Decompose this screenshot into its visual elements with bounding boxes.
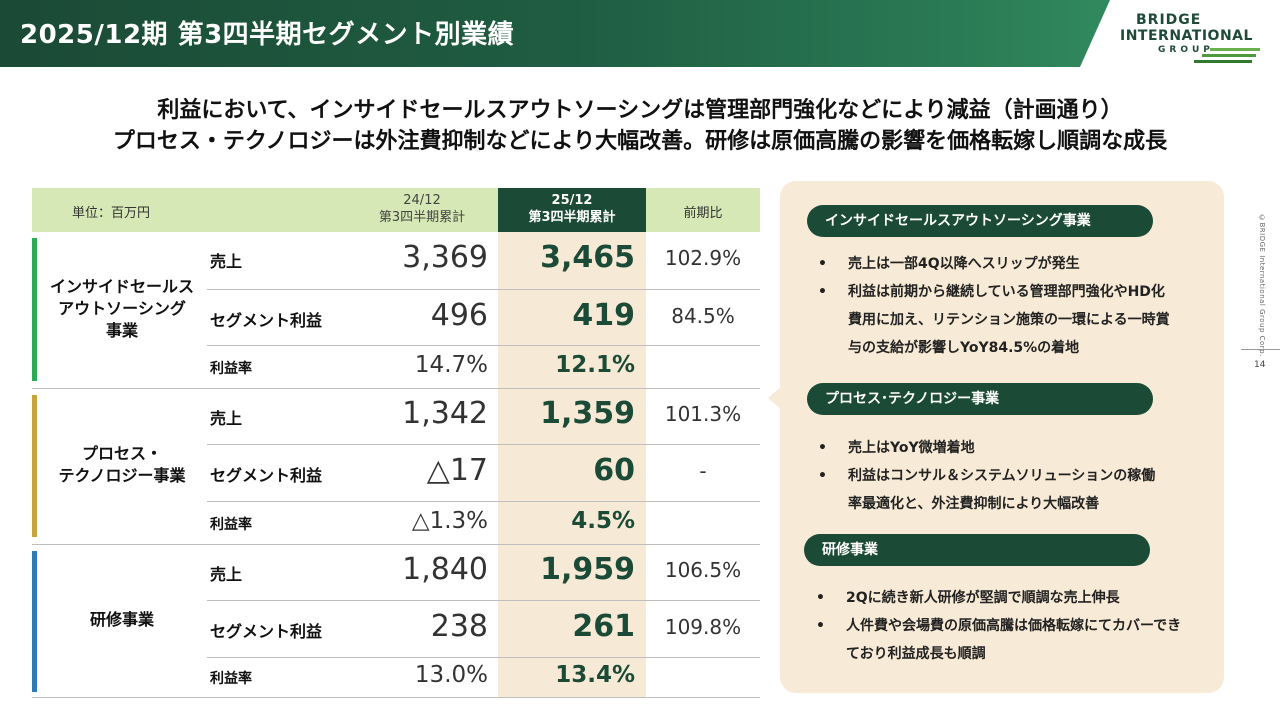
list-item: • 売上は一部4Q以降へスリップが発生: [818, 250, 1218, 278]
prev-value: 14.7%: [414, 352, 488, 378]
prev-value: 238: [430, 609, 488, 644]
row-divider: [207, 444, 760, 445]
header-current-period: 25/12 第3四半期累計: [498, 188, 646, 232]
current-value: 13.4%: [555, 662, 635, 688]
page-number: 14: [1254, 360, 1266, 370]
prev-value: 1,342: [402, 396, 488, 431]
segment-name: プロセス・ テクノロジー事業: [58, 444, 186, 485]
table-row: 売上 3,369 3,465 102.9%: [207, 232, 760, 289]
segment-color-bar: [32, 551, 37, 692]
table-bottom-border: [32, 697, 760, 698]
header-prev-period: 24/12 第3四半期累計: [378, 193, 466, 225]
segment-divider: [32, 544, 760, 545]
list-item: • 2Qに続き新人研修が堅調で順調な売上伸長: [816, 584, 1216, 612]
current-value: 261: [572, 609, 635, 644]
segment-inside-sales: インサイドセールス アウトソーシング 事業 売上 3,369 3,465 102…: [32, 232, 760, 388]
list-item: • 利益はコンサル＆システムソリューションの稼働 率最適化と、外注費抑制により大…: [818, 462, 1218, 518]
headline-line-1: 利益において、インサイドセールスアウトソーシングは管理部門強化などにより減益（計…: [157, 98, 1123, 123]
segment-color-bar: [32, 238, 37, 381]
table-row: 利益率 13.0% 13.4%: [207, 658, 760, 698]
row-divider: [207, 289, 760, 290]
logo-text-international: INTERNATIONAL: [1120, 28, 1253, 44]
bullet-dot: •: [818, 440, 827, 456]
segment-results-table: 単位：百万円 24/12 第3四半期累計 前期比 25/12 第3四半期累計 イ…: [32, 188, 760, 698]
table-header: 単位：百万円 24/12 第3四半期累計 前期比: [32, 188, 760, 232]
row-label: 利益率: [210, 517, 252, 533]
logo-text-bridge: BRIDGE: [1136, 12, 1202, 28]
yoy-value: 101.3%: [664, 402, 742, 426]
list-item: • 利益は前期から継続している管理部門強化やHD化 費用に加え、リテンション施策…: [818, 278, 1218, 362]
row-divider: [207, 501, 760, 502]
segment-process-technology: プロセス・ テクノロジー事業 売上 1,342 1,359 101.3% セグメ…: [32, 389, 760, 544]
row-label: 利益率: [210, 361, 252, 377]
prev-value: 3,369: [402, 240, 488, 275]
prev-value: 496: [430, 298, 488, 333]
bullet-dot: •: [816, 590, 825, 606]
row-label: セグメント利益: [210, 622, 323, 641]
yoy-value: 84.5%: [671, 304, 735, 328]
unit-label: 単位：百万円: [72, 206, 151, 221]
panel-pointer: [768, 386, 782, 410]
table-row: 売上 1,342 1,359 101.3%: [207, 389, 760, 444]
row-label: セグメント利益: [210, 311, 323, 330]
row-divider: [207, 345, 760, 346]
row-label: 売上: [210, 252, 243, 271]
commentary-panel: インサイドセールスアウトソーシング事業 • 売上は一部4Q以降へスリップが発生 …: [780, 181, 1224, 693]
section-title-process-technology: プロセス･テクノロジー事業: [807, 383, 1153, 415]
row-divider: [207, 600, 760, 601]
bullet-dot: •: [816, 618, 825, 634]
row-label: 売上: [210, 565, 243, 584]
segment-color-bar: [32, 395, 37, 537]
prev-value: 13.0%: [414, 662, 488, 688]
header-yoy: 前期比: [683, 206, 723, 221]
current-value: 12.1%: [555, 352, 635, 378]
segment-divider: [32, 388, 760, 389]
segment-training: 研修事業 売上 1,840 1,959 106.5% セグメント利益 238 2…: [32, 545, 760, 698]
row-divider: [207, 657, 760, 658]
row-label: 利益率: [210, 671, 252, 687]
bullet-dot: •: [818, 468, 827, 484]
yoy-value: 102.9%: [664, 246, 742, 270]
current-value: 3,465: [540, 240, 635, 275]
prev-value: △1.3%: [411, 508, 488, 534]
page-number-divider: [1241, 349, 1280, 350]
header-bar: 2025/12期 第3四半期セグメント別業績: [0, 0, 1280, 67]
table-row: セグメント利益 △17 60 -: [207, 445, 760, 501]
current-value: 1,959: [540, 552, 635, 587]
table-row: セグメント利益 238 261 109.8%: [207, 601, 760, 657]
logo-text-group: GROUP: [1158, 45, 1214, 55]
table-row: セグメント利益 496 419 84.5%: [207, 290, 760, 345]
segment-name: 研修事業: [89, 610, 154, 629]
bullet-dot: •: [818, 284, 827, 300]
current-period-column-highlight: [498, 232, 646, 698]
yoy-value: 106.5%: [664, 558, 742, 582]
section-title-inside-sales: インサイドセールスアウトソーシング事業: [807, 205, 1153, 237]
bullet-dot: •: [818, 256, 827, 272]
table-row: 利益率 △1.3% 4.5%: [207, 502, 760, 544]
logo-stripes-icon: [1194, 48, 1260, 63]
headline-line-2: プロセス・テクノロジーは外注費抑制などにより大幅改善。研修は原価高騰の影響を価格…: [112, 129, 1168, 154]
prev-value: △17: [426, 453, 488, 488]
section-title-training: 研修事業: [804, 534, 1150, 566]
page-title: 2025/12期 第3四半期セグメント別業績: [20, 20, 515, 50]
copyright-notice: ©BRIDGE International Group Corp.: [1258, 214, 1266, 357]
current-value: 419: [572, 298, 635, 333]
current-value: 4.5%: [571, 508, 635, 534]
prev-value: 1,840: [402, 552, 488, 587]
yoy-value: 109.8%: [664, 615, 742, 639]
yoy-value: -: [699, 459, 707, 483]
list-item: • 売上はYoY微増着地: [818, 434, 1218, 462]
current-value: 1,359: [540, 396, 635, 431]
row-label: 売上: [210, 409, 243, 428]
table-row: 売上 1,840 1,959 106.5%: [207, 545, 760, 600]
row-label: セグメント利益: [210, 466, 323, 485]
table-row: 利益率 14.7% 12.1%: [207, 346, 760, 388]
current-value: 60: [593, 453, 635, 488]
segment-name: インサイドセールス アウトソーシング 事業: [49, 277, 194, 340]
list-item: • 人件費や会場費の原価高騰は価格転嫁にてカバーでき ており利益成長も順調: [816, 612, 1216, 668]
